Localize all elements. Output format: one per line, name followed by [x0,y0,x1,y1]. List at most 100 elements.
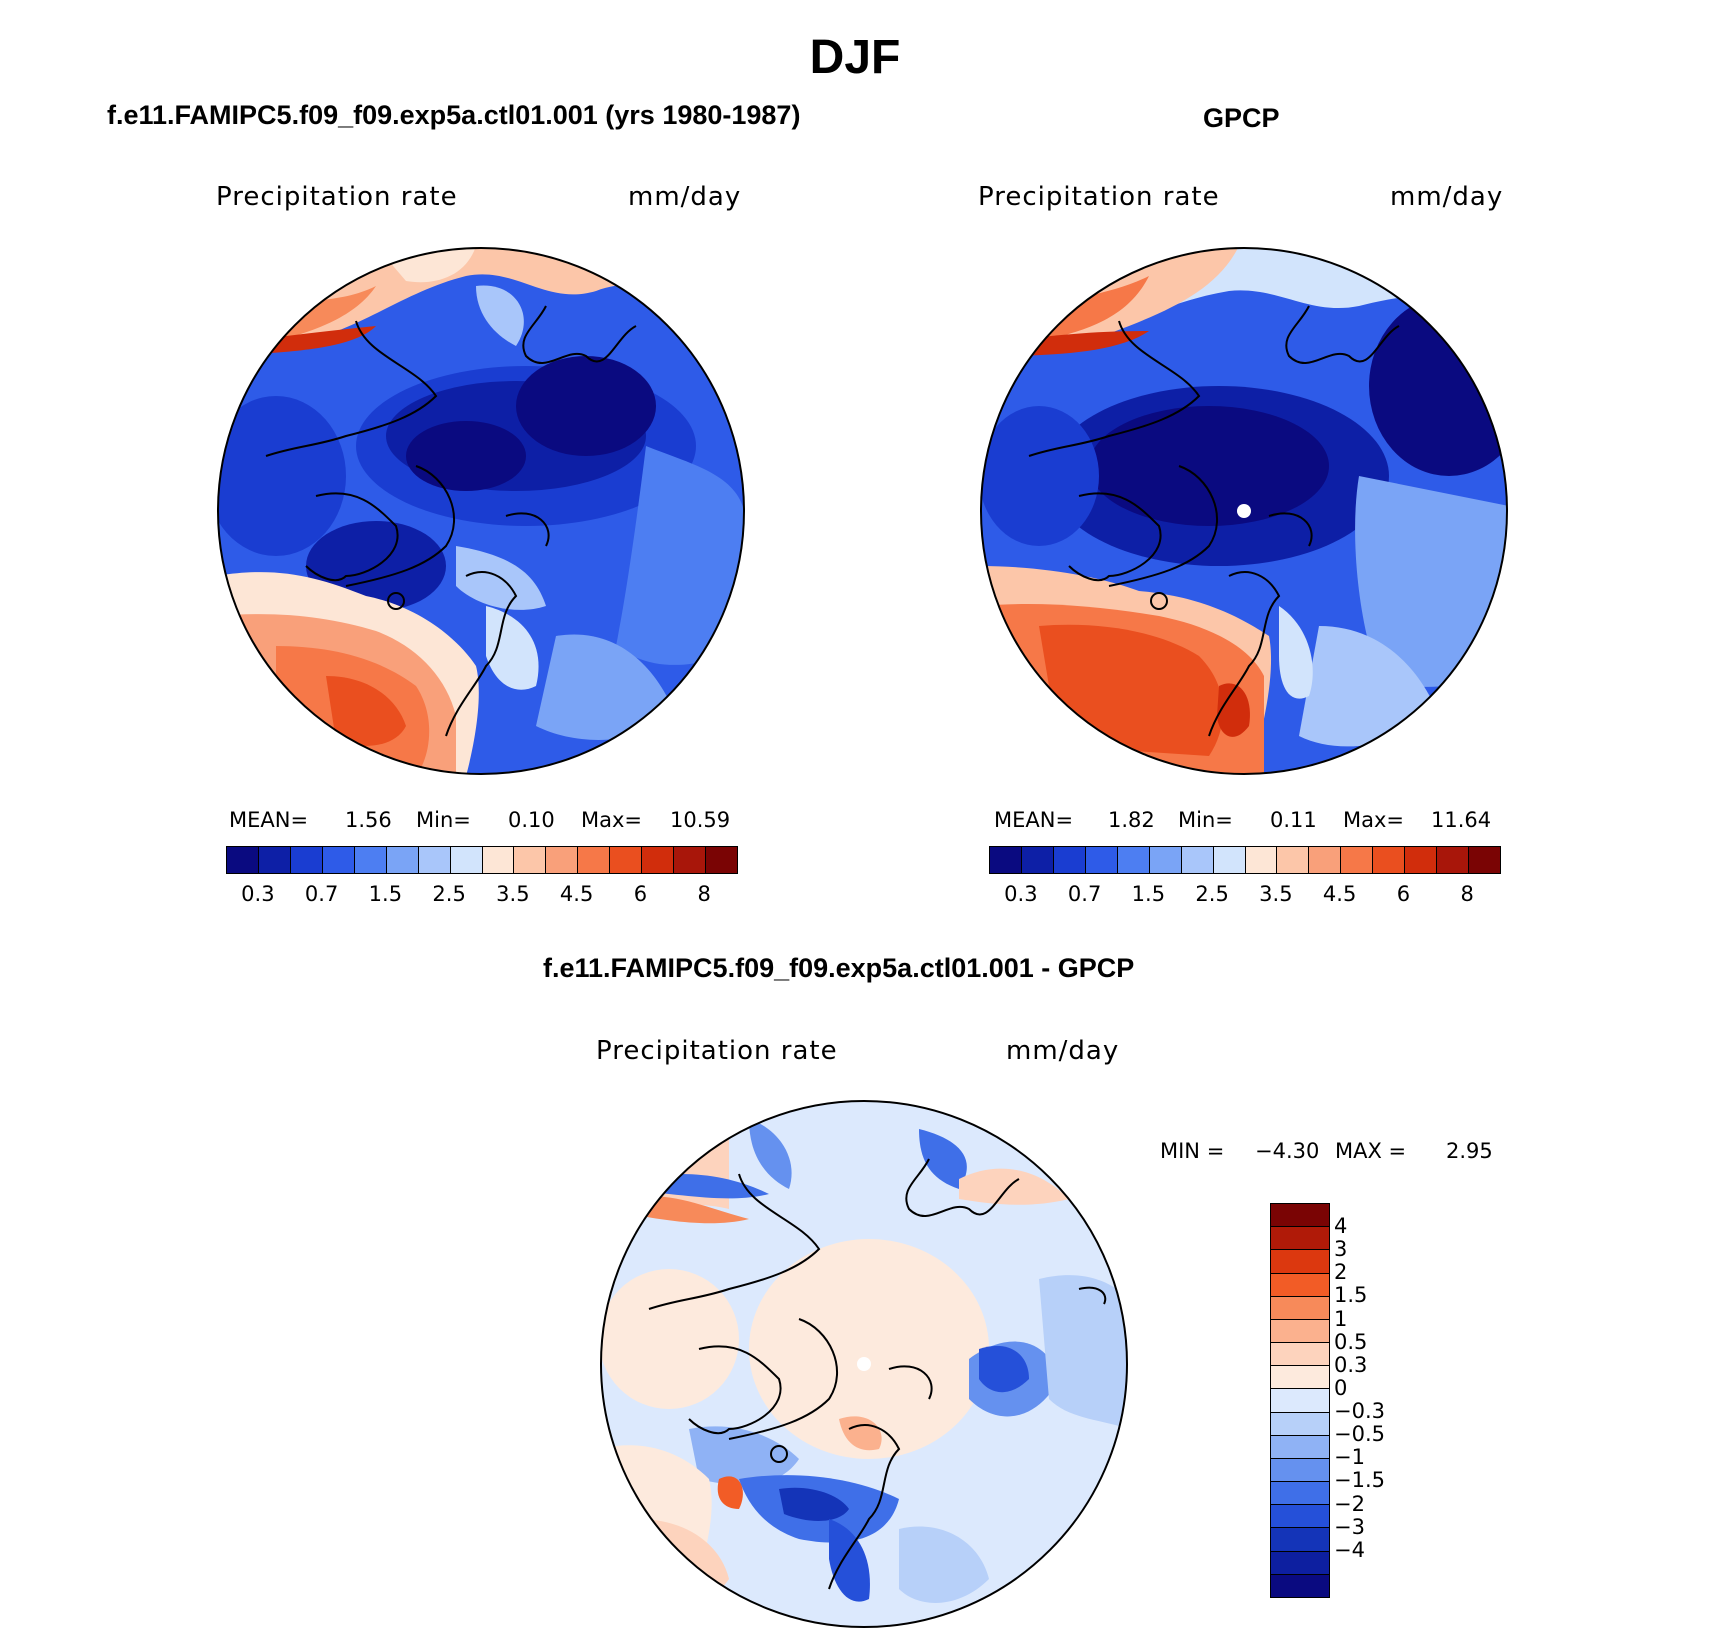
panel3-title: f.e11.FAMIPC5.f09_f09.exp5a.ctl01.001 - … [543,953,1135,983]
panel1-title: f.e11.FAMIPC5.f09_f09.exp5a.ctl01.001 (y… [107,100,801,130]
colorbar-tick-label: 3 [1334,1237,1348,1262]
colorbar-swatch [290,847,323,873]
panel2-max-value: 11.64 [1431,808,1492,832]
panel1-max-value: 10.59 [670,808,731,832]
panel1-colorbar [226,846,738,874]
panel3-max-value: 2.95 [1446,1139,1493,1163]
colorbar-swatch [1271,1551,1329,1575]
panel2-title: GPCP [1203,103,1280,133]
colorbar-tick-label: 0.5 [1334,1329,1368,1354]
colorbar-tick-label: 0.7 [304,882,339,906]
colorbar-tick-label: 0.7 [1067,882,1102,906]
colorbar-tick-label: 1.5 [1334,1283,1368,1308]
figure-title: DJF [809,31,901,84]
panel2-mean-value: 1.82 [1108,808,1155,832]
colorbar-swatch [1309,847,1342,873]
panel3-min-value: −4.30 [1255,1139,1320,1163]
colorbar-tick-label: 3.5 [496,882,530,906]
panel2-units-label: mm/day [1390,182,1504,212]
colorbar-tick-label: 8 [1460,882,1474,906]
colorbar-swatch [578,847,611,873]
panel3-variable-label: Precipitation rate [596,1036,838,1066]
colorbar-tick-label: 0 [1334,1375,1348,1400]
colorbar-tick-label: −0.3 [1334,1399,1385,1424]
colorbar-tick-label: 2 [1334,1260,1348,1285]
colorbar-swatch [1405,847,1438,873]
colorbar-swatch [514,847,547,873]
colorbar-swatch [258,847,291,873]
colorbar-tick-label: 1.5 [368,882,403,906]
colorbar-swatch [1271,1319,1329,1344]
colorbar-swatch [1271,1273,1329,1297]
colorbar-swatch [1271,1574,1329,1597]
colorbar-swatch [322,847,355,873]
panel1-variable-label: Precipitation rate [216,182,458,212]
colorbar-swatch [1271,1435,1329,1459]
colorbar-swatch [1117,847,1150,873]
colorbar-swatch [1085,847,1118,873]
colorbar-tick-label: 2.5 [432,882,466,906]
colorbar-swatch [1469,847,1500,873]
colorbar-swatch [1149,847,1182,873]
panel2-max-label: Max= [1343,808,1405,832]
colorbar-swatch [418,847,451,873]
colorbar-swatch [546,847,579,873]
colorbar-tick-label: 3.5 [1259,882,1293,906]
colorbar-tick-label: −1.5 [1334,1468,1385,1493]
colorbar-swatch [1271,1227,1329,1251]
panel3-pole-marker [857,1357,871,1371]
colorbar-swatch [674,847,707,873]
colorbar-swatch [706,847,737,873]
colorbar-swatch [1271,1250,1329,1274]
colorbar-swatch [1373,847,1406,873]
colorbar-swatch [1213,847,1246,873]
colorbar-swatch [1271,1482,1329,1506]
colorbar-tick-label: −0.5 [1334,1422,1385,1447]
colorbar-swatch [1021,847,1054,873]
panel3-max-label: MAX = [1335,1139,1407,1163]
colorbar-tick-label: 6 [1396,882,1411,906]
colorbar-swatch [386,847,419,873]
panel1-mean-value: 1.56 [345,808,392,832]
colorbar-swatch [1271,1389,1329,1413]
colorbar-tick-label: 2.5 [1195,882,1229,906]
colorbar-tick-label: 0.3 [1334,1352,1368,1377]
colorbar-swatch [450,847,483,873]
panel2-min-value: 0.11 [1270,808,1317,832]
panel1-units-label: mm/day [628,182,742,212]
colorbar-tick-label: 6 [633,882,648,906]
colorbar-swatch [1271,1412,1329,1436]
colorbar-swatch [1271,1528,1329,1552]
colorbar-swatch [1341,847,1374,873]
colorbar-tick-label: 0.3 [241,882,275,906]
panel3-polar-map [600,1100,1128,1628]
colorbar-swatch [227,847,259,873]
colorbar-swatch [1277,847,1310,873]
colorbar-tick-label: −2 [1334,1491,1365,1516]
colorbar-swatch [990,847,1022,873]
panel2-colorbar [989,846,1501,874]
panel3-colorbar [1270,1203,1330,1598]
colorbar-swatch [1271,1204,1329,1228]
colorbar-swatch [354,847,387,873]
colorbar-swatch [1271,1296,1329,1320]
colorbar-tick-label: 4.5 [1322,882,1357,906]
colorbar-tick-label: −4 [1334,1537,1365,1562]
panel1-polar-map [217,247,745,775]
colorbar-swatch [1181,847,1214,873]
colorbar-swatch [482,847,515,873]
colorbar-swatch [1271,1366,1329,1390]
panel1-min-label: Min= [416,808,471,832]
colorbar-tick-label: −1 [1334,1445,1365,1470]
panel3-min-label: MIN = [1160,1139,1225,1163]
colorbar-tick-label: −3 [1334,1514,1365,1539]
colorbar-swatch [610,847,643,873]
panel2-polar-map [980,247,1508,775]
colorbar-swatch [1271,1458,1329,1483]
panel1-min-value: 0.10 [508,808,555,832]
colorbar-swatch [642,847,675,873]
panel1-max-label: Max= [581,808,643,832]
colorbar-swatch [1271,1505,1329,1529]
colorbar-tick-label: 8 [697,882,711,906]
panel3-units-label: mm/day [1006,1036,1120,1066]
